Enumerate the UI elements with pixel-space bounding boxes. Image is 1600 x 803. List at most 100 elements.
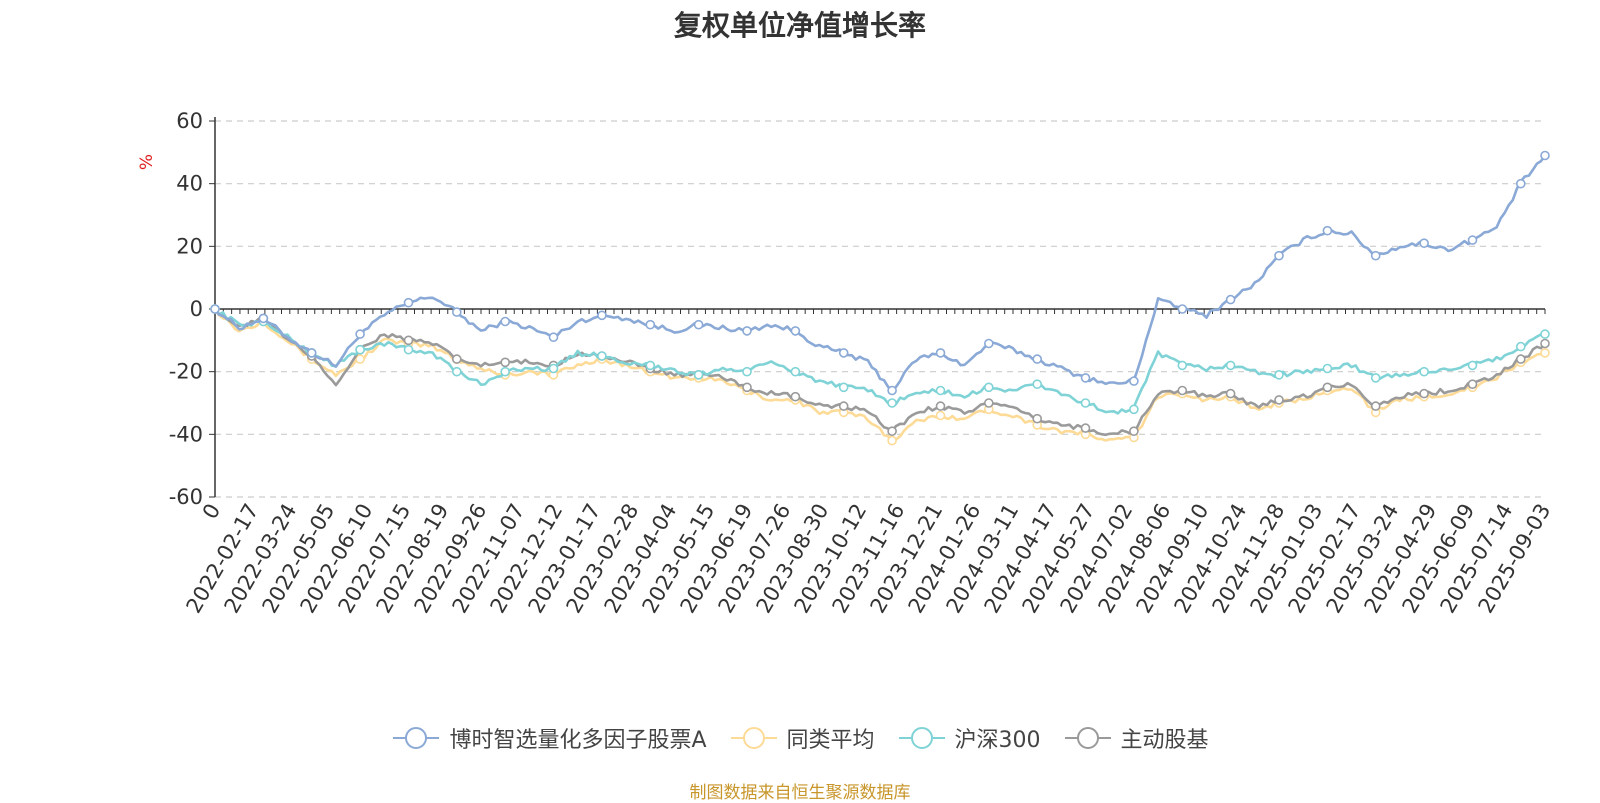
data-point [451, 354, 462, 364]
y-tick-label: 20 [176, 234, 203, 258]
data-point [1467, 379, 1478, 390]
legend-item[interactable]: 沪深300 [897, 722, 1041, 754]
legend-marker-icon [898, 727, 945, 749]
data-point [1177, 304, 1188, 314]
data-point [1419, 388, 1429, 399]
data-point [1032, 413, 1042, 424]
data-point [548, 363, 559, 374]
legend-label: 博时智选量化多因子股票A [449, 728, 707, 753]
data-point [1370, 401, 1381, 411]
data-point [1080, 423, 1091, 433]
data-point [838, 348, 849, 358]
data-point [935, 401, 946, 411]
data-point [1516, 341, 1526, 352]
data-point [1032, 354, 1042, 364]
data-point [403, 335, 414, 346]
data-point [1540, 348, 1550, 358]
legend-marker-icon [393, 727, 440, 749]
y-tick-label: -40 [169, 422, 203, 446]
legend-item[interactable]: 博时智选量化多因子股票A [391, 722, 707, 754]
data-point [1274, 250, 1284, 261]
data-point [838, 382, 849, 393]
legend: 博时智选量化多因子股票A 同类平均 沪深300 主动股基 [0, 722, 1600, 754]
data-point [1322, 225, 1333, 236]
y-tick-label: -60 [169, 485, 203, 509]
data-point [935, 410, 946, 421]
data-point [742, 326, 752, 336]
data-point [1129, 426, 1139, 437]
data-point [1370, 373, 1381, 383]
data-point [500, 366, 511, 377]
data-point [983, 382, 994, 393]
data-point [1540, 329, 1550, 339]
data-point [1419, 366, 1429, 377]
data-point [1370, 250, 1381, 261]
legend-label: 沪深300 [954, 728, 1041, 753]
series-line [213, 154, 1547, 393]
data-point [1322, 363, 1333, 374]
data-point [597, 351, 607, 361]
legend-marker-icon [1064, 727, 1111, 749]
data-point [790, 391, 801, 402]
data-point [1516, 178, 1526, 189]
data-point [210, 304, 220, 314]
data-point [451, 307, 462, 317]
data-point [1225, 388, 1236, 399]
data-point [355, 329, 365, 339]
y-tick-label: -20 [169, 360, 203, 384]
y-tick-label: 40 [176, 172, 203, 196]
data-point [693, 319, 704, 330]
data-point [1540, 338, 1550, 349]
legend-label: 同类平均 [786, 728, 875, 753]
data-point [887, 426, 897, 437]
data-point [983, 338, 994, 349]
data-point [451, 366, 462, 377]
legend-item[interactable]: 同类平均 [729, 722, 875, 754]
data-point [645, 319, 656, 330]
data-point [1419, 238, 1429, 248]
data-point [500, 316, 511, 327]
y-axis-unit-label: % [137, 154, 157, 170]
data-point [1274, 369, 1284, 380]
data-point [887, 385, 897, 396]
data-point [355, 354, 365, 364]
data-source-note: 制图数据来自恒生聚源数据库 [689, 783, 911, 803]
chart-title: 复权单位净值增长率 [673, 9, 926, 42]
legend-item[interactable]: 主动股基 [1063, 722, 1209, 754]
data-point [1080, 373, 1091, 383]
data-point [790, 366, 801, 377]
data-point [1540, 150, 1550, 161]
data-point [597, 310, 607, 321]
data-point [306, 348, 317, 358]
x-tick-label: 0 [198, 500, 225, 524]
data-point [403, 297, 414, 308]
data-point [838, 401, 849, 411]
data-point [1129, 376, 1139, 386]
legend-label: 主动股基 [1120, 728, 1209, 753]
data-point [1177, 360, 1188, 371]
series-lines [210, 150, 1550, 446]
data-point [403, 344, 414, 355]
data-point [1177, 385, 1188, 396]
data-point [548, 332, 559, 343]
data-point [887, 398, 897, 408]
data-point [1516, 354, 1526, 364]
y-tick-label: 60 [176, 109, 203, 133]
data-point [500, 357, 511, 368]
data-point [1467, 235, 1478, 245]
data-point [1129, 404, 1139, 415]
data-point [790, 326, 801, 336]
y-tick-label: 0 [190, 297, 203, 321]
data-point [1322, 382, 1333, 393]
data-point [1225, 360, 1236, 371]
series-line [213, 308, 1546, 415]
data-point [935, 348, 946, 358]
data-point [645, 360, 656, 371]
legend-marker-icon [730, 727, 777, 749]
series-line [213, 308, 1546, 445]
data-point [1274, 395, 1284, 405]
data-point [1225, 294, 1236, 305]
data-point [1032, 379, 1042, 390]
line-chart: 6040200-20-40-6002022-02-172022-03-24202… [137, 109, 1555, 617]
data-point [887, 435, 897, 446]
